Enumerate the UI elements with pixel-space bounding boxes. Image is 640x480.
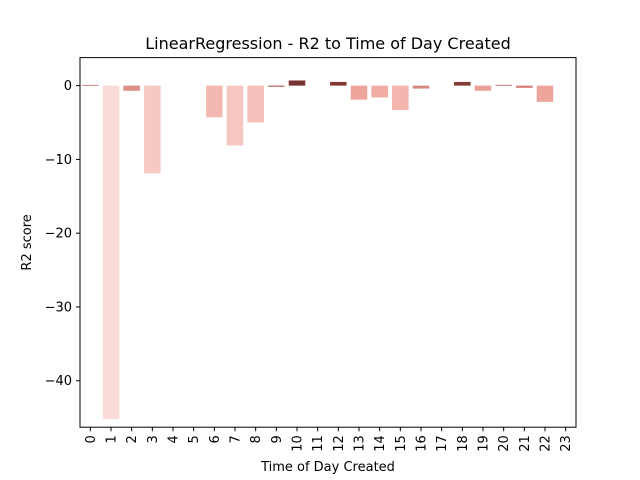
chart-title: LinearRegression - R2 to Time of Day Cre… bbox=[145, 34, 510, 53]
bar-0 bbox=[82, 84, 99, 86]
bar-10 bbox=[288, 80, 306, 86]
x-tick-label: 5 bbox=[187, 435, 202, 443]
x-tick-label: 17 bbox=[435, 435, 450, 452]
x-tick-label: 14 bbox=[373, 435, 388, 452]
x-tick-label: 0 bbox=[84, 435, 99, 443]
x-tick-label: 11 bbox=[311, 435, 326, 452]
x-tick-label: 6 bbox=[208, 435, 223, 443]
x-tick-label: 22 bbox=[539, 435, 554, 452]
x-tick-label: 7 bbox=[229, 435, 244, 443]
x-axis-label: Time of Day Created bbox=[260, 460, 395, 475]
x-tick-label: 23 bbox=[559, 435, 574, 452]
plot-frame bbox=[79, 57, 577, 428]
x-axis-ticks: 0 1 2 3 4 5 6 7 8 9 10 11 12 13 14 15 16 17 18 19 20 21 22 23 bbox=[84, 427, 574, 452]
x-tick-label: 16 bbox=[415, 435, 430, 452]
y-tick-label: 0 bbox=[64, 79, 72, 94]
y-tick-label: −20 bbox=[45, 227, 72, 242]
x-tick-label: 13 bbox=[353, 435, 368, 452]
x-tick-label: 18 bbox=[456, 435, 471, 452]
x-tick-label: 3 bbox=[146, 435, 161, 443]
bar-2 bbox=[123, 85, 140, 91]
x-tick-label: 10 bbox=[291, 435, 306, 452]
bar-16 bbox=[412, 85, 430, 89]
y-axis-ticks: 0 −10 −20 −30 −40 bbox=[45, 79, 80, 389]
bar-3 bbox=[144, 85, 161, 174]
bar-8 bbox=[247, 85, 264, 123]
bars-group bbox=[82, 80, 554, 420]
y-tick-label: −30 bbox=[45, 300, 72, 315]
bar-9 bbox=[268, 85, 285, 87]
bar-6 bbox=[206, 85, 223, 118]
bar-21 bbox=[516, 85, 533, 88]
bar-20 bbox=[495, 84, 512, 86]
bar-19 bbox=[474, 85, 492, 91]
x-tick-label: 4 bbox=[167, 435, 182, 443]
bar-13 bbox=[350, 85, 368, 100]
bar-18 bbox=[454, 81, 471, 86]
x-tick-label: 21 bbox=[518, 435, 533, 452]
bar-22 bbox=[536, 85, 554, 102]
x-tick-label: 19 bbox=[477, 435, 492, 452]
x-tick-label: 9 bbox=[270, 435, 285, 443]
x-tick-label: 1 bbox=[105, 435, 120, 443]
y-tick-label: −40 bbox=[45, 374, 72, 389]
bar-7 bbox=[226, 85, 244, 146]
x-tick-label: 12 bbox=[332, 435, 347, 452]
x-tick-label: 8 bbox=[249, 435, 264, 443]
bar-1 bbox=[102, 85, 120, 420]
y-axis-label: R2 score bbox=[20, 214, 35, 270]
x-tick-label: 15 bbox=[394, 435, 409, 452]
bar-15 bbox=[392, 85, 409, 110]
x-tick-label: 20 bbox=[497, 435, 512, 452]
y-tick-label: −10 bbox=[45, 153, 72, 168]
x-tick-label: 2 bbox=[125, 435, 140, 443]
bar-12 bbox=[330, 81, 347, 86]
bar-14 bbox=[371, 85, 388, 98]
